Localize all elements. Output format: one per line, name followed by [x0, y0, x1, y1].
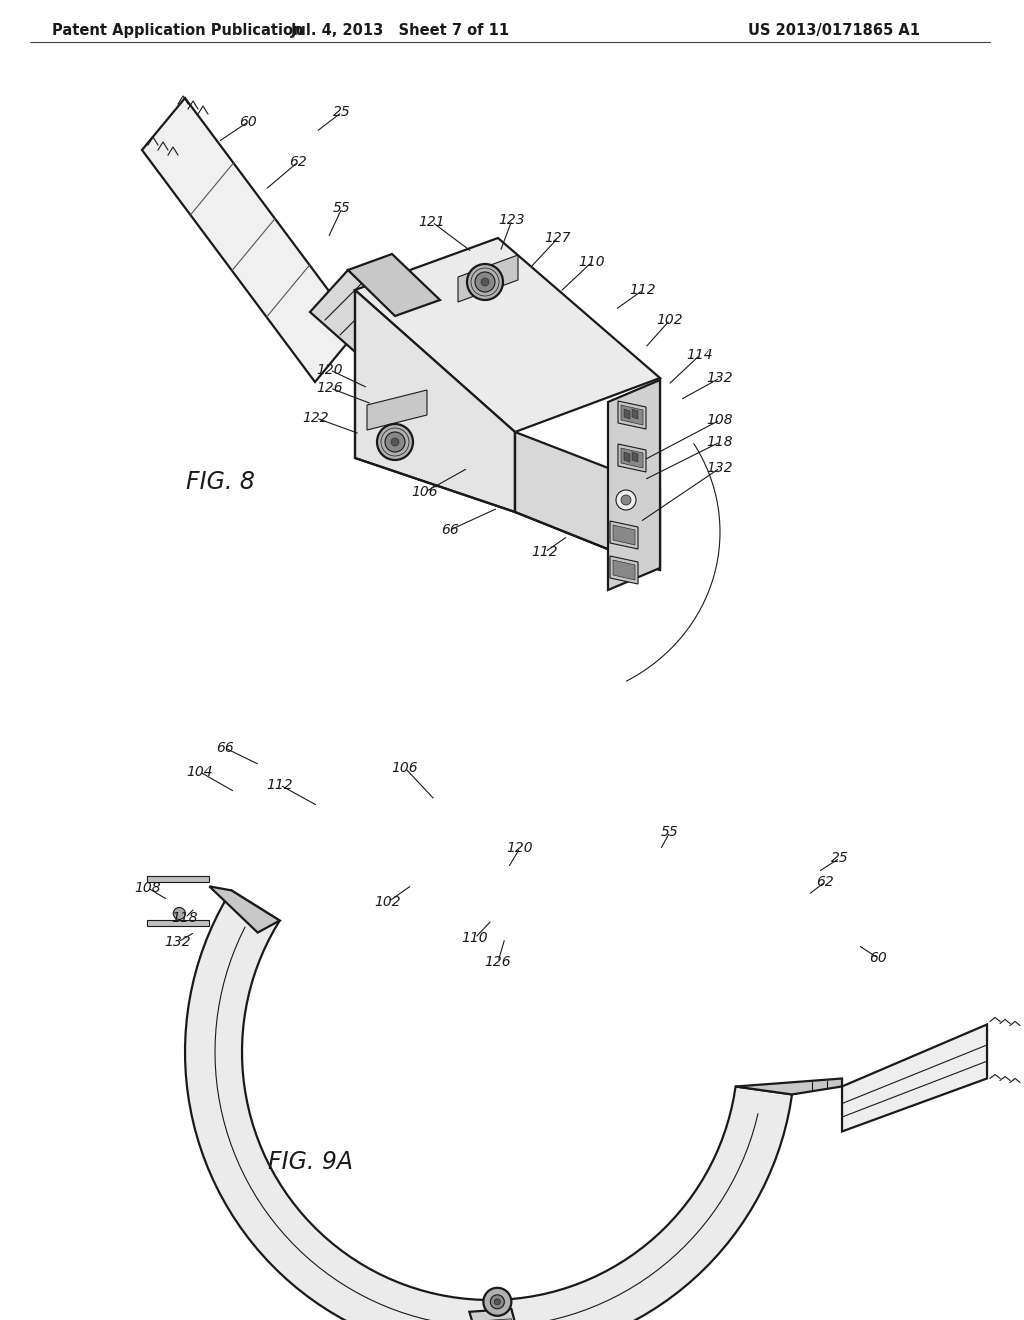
Text: 102: 102	[375, 895, 401, 909]
Text: FIG. 8: FIG. 8	[185, 470, 254, 494]
Circle shape	[616, 490, 636, 510]
Text: 132: 132	[165, 935, 191, 949]
Polygon shape	[458, 255, 518, 302]
Text: 108: 108	[135, 880, 162, 895]
Polygon shape	[469, 1309, 521, 1320]
Circle shape	[391, 438, 399, 446]
Polygon shape	[842, 1024, 987, 1131]
Text: 25: 25	[831, 851, 849, 865]
Text: 66: 66	[441, 523, 459, 537]
Text: 110: 110	[579, 255, 605, 269]
Text: 25: 25	[333, 106, 351, 119]
Polygon shape	[621, 405, 643, 425]
Polygon shape	[147, 920, 209, 925]
Text: Jul. 4, 2013   Sheet 7 of 11: Jul. 4, 2013 Sheet 7 of 11	[291, 22, 510, 37]
Text: 120: 120	[507, 841, 534, 855]
Text: 120: 120	[316, 363, 343, 378]
Circle shape	[481, 279, 489, 286]
Text: 112: 112	[531, 545, 558, 558]
Circle shape	[621, 495, 631, 506]
Text: 126: 126	[484, 954, 511, 969]
Polygon shape	[209, 886, 280, 933]
Text: 112: 112	[630, 282, 656, 297]
Polygon shape	[610, 521, 638, 549]
Text: 102: 102	[656, 313, 683, 327]
Polygon shape	[147, 876, 209, 882]
Text: 55: 55	[662, 825, 679, 840]
Polygon shape	[618, 401, 646, 429]
Text: 110: 110	[462, 931, 488, 945]
Circle shape	[173, 907, 185, 920]
Text: 118: 118	[172, 911, 199, 925]
Polygon shape	[613, 560, 635, 579]
Text: 118: 118	[707, 436, 733, 449]
Text: 60: 60	[240, 115, 257, 129]
Text: 114: 114	[687, 348, 714, 362]
Polygon shape	[142, 98, 358, 381]
Polygon shape	[618, 444, 646, 473]
Text: 60: 60	[869, 950, 887, 965]
Text: 62: 62	[816, 875, 834, 888]
Circle shape	[475, 272, 495, 292]
Text: 122: 122	[303, 411, 330, 425]
Polygon shape	[367, 389, 427, 430]
Polygon shape	[515, 432, 660, 570]
Text: 55: 55	[333, 201, 351, 215]
Polygon shape	[185, 891, 792, 1320]
Text: 132: 132	[707, 371, 733, 385]
Polygon shape	[610, 556, 638, 583]
Polygon shape	[632, 409, 638, 418]
Text: US 2013/0171865 A1: US 2013/0171865 A1	[748, 22, 920, 37]
Text: 106: 106	[412, 484, 438, 499]
Circle shape	[483, 1288, 511, 1316]
Polygon shape	[735, 1078, 842, 1094]
Polygon shape	[348, 253, 440, 315]
Polygon shape	[624, 409, 630, 418]
Polygon shape	[613, 525, 635, 545]
Polygon shape	[624, 451, 630, 462]
Text: 126: 126	[316, 381, 343, 395]
Text: FIG. 9A: FIG. 9A	[267, 1150, 352, 1173]
Text: Patent Application Publication: Patent Application Publication	[52, 22, 303, 37]
Text: 108: 108	[707, 413, 733, 426]
Circle shape	[495, 1299, 501, 1304]
Text: 132: 132	[707, 461, 733, 475]
Text: 121: 121	[419, 215, 445, 228]
Polygon shape	[355, 290, 515, 512]
Text: 66: 66	[216, 741, 233, 755]
Polygon shape	[608, 380, 660, 590]
Circle shape	[467, 264, 503, 300]
Polygon shape	[310, 271, 400, 358]
Circle shape	[490, 1295, 505, 1309]
Polygon shape	[355, 238, 660, 432]
Polygon shape	[632, 451, 638, 462]
Text: 127: 127	[545, 231, 571, 246]
Text: 123: 123	[499, 213, 525, 227]
Text: 106: 106	[392, 762, 419, 775]
Text: 62: 62	[289, 154, 307, 169]
Polygon shape	[621, 447, 643, 469]
Circle shape	[385, 432, 406, 451]
Text: 104: 104	[186, 766, 213, 779]
Text: 112: 112	[266, 777, 293, 792]
Circle shape	[377, 424, 413, 459]
